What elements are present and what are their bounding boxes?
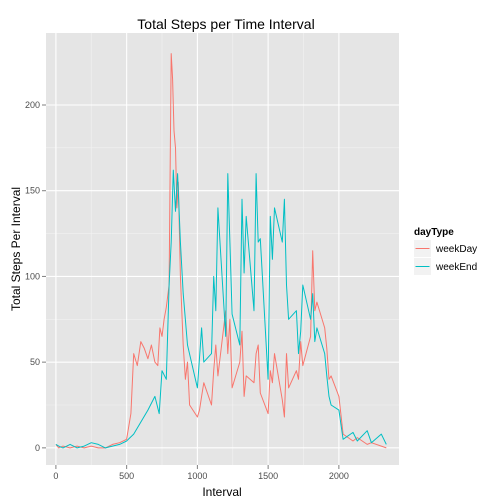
legend-label-weekEnd: weekEnd <box>435 262 477 273</box>
series-line-weekDay <box>55 53 387 449</box>
x-tick-label: 500 <box>119 471 134 481</box>
y-tick-label: 0 <box>35 443 40 453</box>
legend-label-weekDay: weekDay <box>435 244 477 255</box>
legend-title: dayType <box>414 227 454 238</box>
series-layer <box>55 53 387 449</box>
y-axis-title: Total Steps Per Interval <box>9 187 23 311</box>
x-tick-label: 0 <box>53 471 58 481</box>
x-tick-label: 1500 <box>258 471 278 481</box>
x-tick-label: 1000 <box>187 471 207 481</box>
y-tick-label: 100 <box>25 271 40 281</box>
y-tick-label: 50 <box>30 357 40 367</box>
x-tick-label: 2000 <box>329 471 349 481</box>
legend-items: weekDay weekEnd <box>414 240 477 275</box>
y-axis: 0 50 100 150 200 <box>25 100 46 453</box>
major-gridlines <box>46 33 399 465</box>
x-axis-title: Interval <box>202 485 241 499</box>
chart-title: Total Steps per Time Interval <box>137 16 314 32</box>
legend: dayType weekDay weekEnd <box>414 227 477 275</box>
series-line-weekEnd <box>55 169 387 449</box>
y-tick-label: 150 <box>25 186 40 196</box>
x-axis: 0 500 1000 1500 2000 <box>53 465 349 481</box>
plot-panel <box>46 33 399 465</box>
y-tick-label: 200 <box>25 100 40 110</box>
